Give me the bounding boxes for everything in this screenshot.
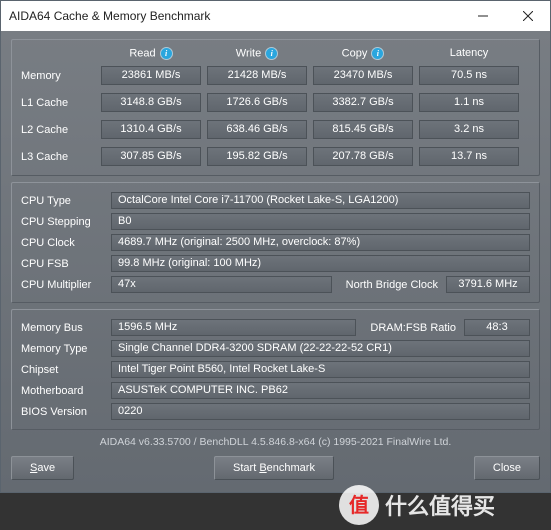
button-bar: Save Start Benchmark Close bbox=[11, 452, 540, 484]
kv-label: Memory Bus bbox=[21, 322, 111, 334]
kv-label: CPU Clock bbox=[21, 237, 111, 249]
info-icon[interactable]: i bbox=[371, 47, 384, 60]
row-label: L2 Cache bbox=[21, 124, 95, 136]
value-cell[interactable]: 23470 MB/s bbox=[313, 66, 413, 85]
minimize-button[interactable] bbox=[460, 1, 505, 31]
kv-label: Motherboard bbox=[21, 385, 111, 397]
titlebar[interactable]: AIDA64 Cache & Memory Benchmark bbox=[1, 1, 550, 31]
info-icon[interactable]: i bbox=[265, 47, 278, 60]
kv-label: Chipset bbox=[21, 364, 111, 376]
kv-value: 4689.7 MHz (original: 2500 MHz, overcloc… bbox=[111, 234, 530, 251]
svg-text:什么值得买: 什么值得买 bbox=[385, 494, 495, 519]
row-l2: L2 Cache 1310.4 GB/s 638.46 GB/s 815.45 … bbox=[21, 120, 530, 139]
save-button[interactable]: Save bbox=[11, 456, 74, 480]
value-cell[interactable]: 815.45 GB/s bbox=[313, 120, 413, 139]
header-write: Writei bbox=[207, 47, 307, 60]
kv-label: Memory Type bbox=[21, 343, 111, 355]
kv-label: North Bridge Clock bbox=[332, 279, 446, 291]
app-window: AIDA64 Cache & Memory Benchmark Readi Wr… bbox=[0, 0, 551, 493]
value-cell[interactable]: 195.82 GB/s bbox=[207, 147, 307, 166]
kv-value: 3791.6 MHz bbox=[446, 276, 530, 293]
kv-value: ASUSTeK COMPUTER INC. PB62 bbox=[111, 382, 530, 399]
value-cell[interactable]: 23861 MB/s bbox=[101, 66, 201, 85]
value-cell[interactable]: 307.85 GB/s bbox=[101, 147, 201, 166]
value-cell[interactable]: 21428 MB/s bbox=[207, 66, 307, 85]
kv-label: CPU Stepping bbox=[21, 216, 111, 228]
kv-value: 47x bbox=[111, 276, 332, 293]
benchmark-panel: Readi Writei Copyi Latency Memory 23861 … bbox=[11, 39, 540, 176]
kv-label: BIOS Version bbox=[21, 406, 111, 418]
content-area: Readi Writei Copyi Latency Memory 23861 … bbox=[1, 31, 550, 492]
kv-label: CPU FSB bbox=[21, 258, 111, 270]
kv-value: 1596.5 MHz bbox=[111, 319, 356, 336]
header-latency: Latency bbox=[419, 47, 519, 60]
window-title: AIDA64 Cache & Memory Benchmark bbox=[9, 9, 460, 23]
kv-label: DRAM:FSB Ratio bbox=[356, 322, 464, 334]
row-l3: L3 Cache 307.85 GB/s 195.82 GB/s 207.78 … bbox=[21, 147, 530, 166]
value-cell[interactable]: 1726.6 GB/s bbox=[207, 93, 307, 112]
system-panel: Memory Bus 1596.5 MHz DRAM:FSB Ratio 48:… bbox=[11, 309, 540, 430]
row-l1: L1 Cache 3148.8 GB/s 1726.6 GB/s 3382.7 … bbox=[21, 93, 530, 112]
row-label: Memory bbox=[21, 70, 95, 82]
value-cell[interactable]: 3.2 ns bbox=[419, 120, 519, 139]
row-label: L3 Cache bbox=[21, 151, 95, 163]
value-cell[interactable]: 3382.7 GB/s bbox=[313, 93, 413, 112]
kv-value: 48:3 bbox=[464, 319, 530, 336]
footer-text: AIDA64 v6.33.5700 / BenchDLL 4.5.846.8-x… bbox=[11, 436, 540, 448]
kv-value: OctalCore Intel Core i7-11700 (Rocket La… bbox=[111, 192, 530, 209]
kv-value: Intel Tiger Point B560, Intel Rocket Lak… bbox=[111, 361, 530, 378]
header-read: Readi bbox=[101, 47, 201, 60]
close-button[interactable] bbox=[505, 1, 550, 31]
info-icon[interactable]: i bbox=[160, 47, 173, 60]
kv-label: CPU Multiplier bbox=[21, 279, 111, 291]
value-cell[interactable]: 638.46 GB/s bbox=[207, 120, 307, 139]
kv-label: CPU Type bbox=[21, 195, 111, 207]
svg-text:值: 值 bbox=[349, 493, 369, 517]
row-memory: Memory 23861 MB/s 21428 MB/s 23470 MB/s … bbox=[21, 66, 530, 85]
close-window-button[interactable]: Close bbox=[474, 456, 540, 480]
header-copy: Copyi bbox=[313, 47, 413, 60]
value-cell[interactable]: 1310.4 GB/s bbox=[101, 120, 201, 139]
kv-value: 99.8 MHz (original: 100 MHz) bbox=[111, 255, 530, 272]
value-cell[interactable]: 1.1 ns bbox=[419, 93, 519, 112]
kv-value: B0 bbox=[111, 213, 530, 230]
value-cell[interactable]: 207.78 GB/s bbox=[313, 147, 413, 166]
kv-value: 0220 bbox=[111, 403, 530, 420]
start-benchmark-button[interactable]: Start Benchmark bbox=[214, 456, 334, 480]
column-headers: Readi Writei Copyi Latency bbox=[21, 47, 530, 60]
kv-value: Single Channel DDR4-3200 SDRAM (22-22-22… bbox=[111, 340, 530, 357]
value-cell[interactable]: 3148.8 GB/s bbox=[101, 93, 201, 112]
row-label: L1 Cache bbox=[21, 97, 95, 109]
cpu-panel: CPU TypeOctalCore Intel Core i7-11700 (R… bbox=[11, 182, 540, 303]
value-cell[interactable]: 70.5 ns bbox=[419, 66, 519, 85]
value-cell[interactable]: 13.7 ns bbox=[419, 147, 519, 166]
